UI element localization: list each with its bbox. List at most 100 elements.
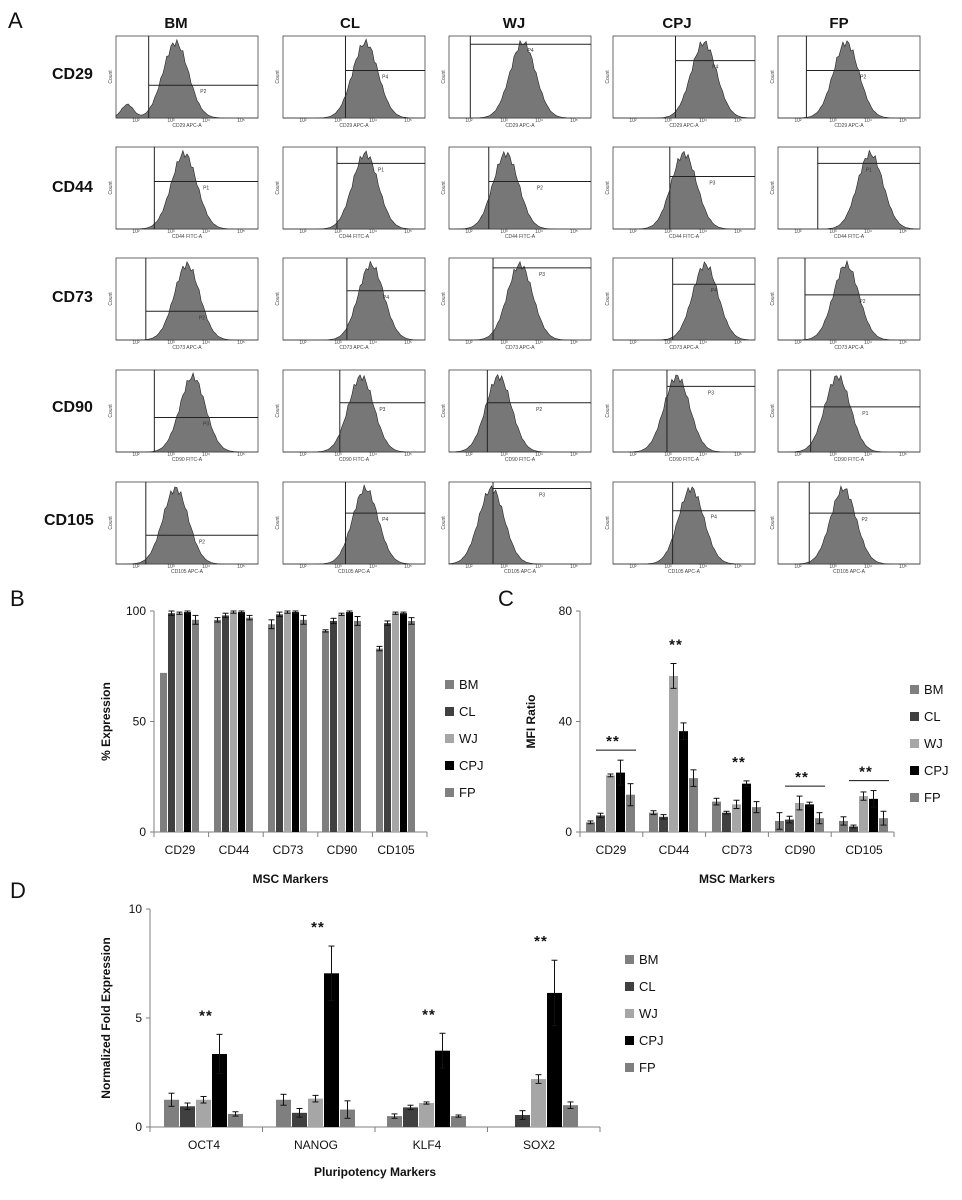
histogram-x-label: CD90 FITC-A: [834, 457, 865, 463]
bar-cpj-sox2: [547, 992, 562, 1127]
histogram-tick-label: 10⁵: [237, 452, 245, 458]
gate-label: P3: [708, 390, 714, 396]
histogram-tick-label: 10²: [299, 118, 307, 124]
legend-swatch-fp: [910, 793, 919, 802]
gate-label: P4: [382, 74, 388, 80]
histogram-tick-label: 10³: [500, 340, 508, 346]
bar-cpj-cd73: [292, 612, 299, 832]
histogram-fill: [116, 260, 258, 341]
histogram-tick-label: 10⁴: [369, 118, 377, 124]
histogram-tick-label: 10⁵: [734, 452, 742, 458]
histogram-tick-label: 10⁵: [734, 340, 742, 346]
histogram-tick-label: 10⁴: [864, 564, 872, 570]
histogram-tick-label: 10²: [465, 118, 473, 124]
significance-marker: **: [859, 764, 873, 781]
gate-label: P2: [200, 89, 206, 95]
bar-fp-klf4: [451, 1116, 466, 1127]
histogram-tick-label: 10³: [829, 564, 837, 570]
histogram-x-label: CD90 FITC-A: [505, 457, 536, 463]
histogram-y-label: Count: [605, 404, 611, 418]
legend-label-fp: FP: [924, 790, 941, 805]
bar-wj-cd29: [176, 613, 183, 832]
bar-fp-cd44: [689, 778, 698, 832]
legend-swatch-wj: [910, 739, 919, 748]
legend-swatch-fp: [445, 788, 454, 797]
histogram-fill: [449, 260, 591, 341]
x-category-label: CD90: [327, 843, 358, 857]
bar-fp-cd73: [300, 619, 307, 832]
histogram-tick-label: 10³: [334, 452, 342, 458]
bar-fp-cd90: [354, 620, 361, 832]
bar-wj-klf4: [419, 1103, 434, 1127]
bar-cpj-oct4: [212, 1053, 227, 1127]
gate-label: P4: [712, 65, 718, 71]
histogram-fill: [613, 40, 755, 119]
histogram-x-label: CD44 FITC-A: [172, 234, 203, 240]
y-tick-label: 5: [135, 1011, 142, 1025]
histogram-cd105-cpj: Count CD105 APC-A 10² 10³ 10⁴ 10⁵ P4: [605, 481, 756, 575]
gate-label: P4: [711, 515, 717, 521]
histogram-tick-label: 10³: [664, 340, 672, 346]
histogram-tick-label: 10⁴: [202, 229, 210, 235]
legend-label-wj: WJ: [459, 731, 478, 746]
histogram-tick-label: 10²: [794, 452, 802, 458]
legend-label-wj: WJ: [639, 1006, 658, 1021]
histogram-tick-label: 10⁴: [535, 118, 543, 124]
histogram-tick-label: 10⁴: [535, 564, 543, 570]
gate-label: P1: [203, 185, 209, 191]
histogram-tick-label: 10²: [465, 452, 473, 458]
histogram-tick-label: 10⁵: [899, 229, 907, 235]
column-header-wj: WJ: [503, 15, 526, 32]
legend-label-bm: BM: [924, 682, 944, 697]
histogram-tick-label: 10⁴: [699, 229, 707, 235]
legend-swatch-bm: [910, 685, 919, 694]
y-tick-label: 10: [129, 902, 143, 916]
histogram-tick-label: 10²: [299, 229, 307, 235]
histogram-tick-label: 10³: [334, 340, 342, 346]
gate-label: P4: [383, 295, 389, 301]
bar-bm-cd105: [839, 820, 848, 832]
histogram-x-label: CD29 APC-A: [669, 123, 699, 129]
significance-marker: **: [534, 933, 548, 950]
bar-cl-cd73: [276, 614, 283, 832]
bar-bm-cd105: [376, 648, 383, 832]
histogram-tick-label: 10⁴: [864, 452, 872, 458]
x-category-label: CD73: [273, 843, 304, 857]
histogram-cd29-cl: Count CD29 APC-A 10² 10³ 10⁴ 10⁵ P4: [275, 35, 426, 129]
column-header-fp: FP: [829, 15, 848, 32]
bar-bm-oct4: [164, 1099, 179, 1127]
legend-swatch-cl: [625, 982, 634, 991]
histogram-cd105-cl: Count CD105 APC-A 10² 10³ 10⁴ 10⁵ P4: [275, 481, 426, 575]
histogram-tick-label: 10⁴: [864, 229, 872, 235]
histogram-tick-label: 10⁵: [237, 564, 245, 570]
y-axis-title: Normalized Fold Expression: [99, 937, 113, 1098]
histogram-tick-label: 10⁵: [734, 118, 742, 124]
histogram-tick-label: 10⁵: [404, 118, 412, 124]
legend-label-cpj: CPJ: [924, 763, 949, 778]
bar-bm-klf4: [387, 1116, 402, 1127]
x-category-label: KLF4: [413, 1138, 442, 1152]
histogram-y-label: Count: [108, 404, 114, 418]
bar-bm-nanog: [276, 1099, 291, 1127]
histogram-tick-label: 10³: [167, 452, 175, 458]
histogram-tick-label: 10²: [299, 340, 307, 346]
significance-marker: **: [606, 733, 620, 750]
legend-label-cl: CL: [924, 709, 941, 724]
histogram-cd105-fp: Count CD105 APC-A 10² 10³ 10⁴ 10⁵ P2: [770, 481, 921, 575]
bar-wj-sox2: [531, 1079, 546, 1127]
histogram-tick-label: 10⁵: [570, 229, 578, 235]
histogram-tick-label: 10²: [794, 229, 802, 235]
flow-cytometry-grid: BM CL WJ CPJ FP CD29 CD44 CD73 CD90 CD105 Count CD2…: [44, 15, 921, 575]
legend-swatch-cpj: [445, 761, 454, 770]
legend-label-cpj: CPJ: [639, 1033, 664, 1048]
bar-cpj-cd44: [238, 612, 245, 832]
column-header-bm: BM: [164, 15, 187, 32]
histogram-y-label: Count: [770, 516, 776, 530]
histogram-x-label: CD90 FITC-A: [172, 457, 203, 463]
histogram-tick-label: 10³: [664, 229, 672, 235]
panel-letter-a: A: [8, 8, 23, 33]
x-category-label: CD44: [219, 843, 250, 857]
histogram-tick-label: 10⁴: [202, 564, 210, 570]
bar-cl-cd90: [330, 620, 337, 832]
bar-bm-cd29: [160, 672, 167, 832]
